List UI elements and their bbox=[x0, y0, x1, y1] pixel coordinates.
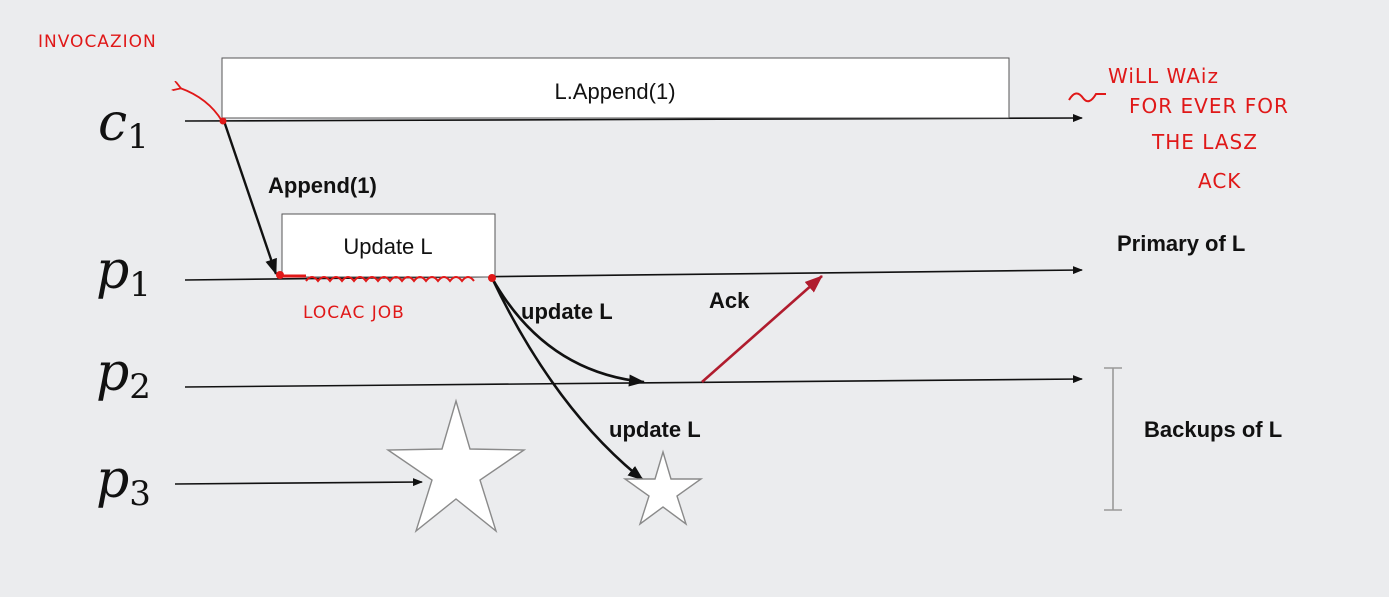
update-p2-arrow bbox=[490, 277, 645, 387]
append-label: Append(1) bbox=[268, 173, 377, 198]
svg-text:p3: p3 bbox=[96, 450, 151, 514]
wait-annotation-line1: WiLL WAiz bbox=[1108, 64, 1219, 88]
invocation-point-marker bbox=[219, 117, 227, 125]
primary-op-box bbox=[281, 213, 496, 278]
append-arrow bbox=[222, 120, 278, 275]
wait-annotation-line3: THE LASZ bbox=[1151, 130, 1258, 154]
local-job-end-marker bbox=[488, 274, 496, 282]
process-label-p2: p2 bbox=[96, 343, 151, 407]
crash-star-small-icon bbox=[622, 449, 704, 526]
svg-text:p1: p1 bbox=[96, 241, 151, 305]
svg-text:c1: c1 bbox=[98, 93, 149, 157]
invocation-pointer bbox=[180, 88, 223, 122]
timeline-p3 bbox=[174, 478, 423, 487]
crash-star-large-icon bbox=[385, 398, 527, 533]
process-label-p1: p1 bbox=[96, 241, 151, 305]
update-p3-label: update L bbox=[609, 417, 701, 442]
primary-op-label: Update L bbox=[343, 234, 432, 259]
process-label-c1: c1 bbox=[98, 93, 149, 157]
svg-text:p2: p2 bbox=[96, 343, 151, 407]
client-op-label: L.Append(1) bbox=[554, 79, 675, 104]
p3-sub: 3 bbox=[129, 474, 151, 514]
local-job-squiggle bbox=[305, 276, 475, 283]
p2-name: p bbox=[96, 343, 129, 403]
primary-role-label: Primary of L bbox=[1117, 231, 1245, 256]
update-p2-label: update L bbox=[521, 299, 613, 324]
backups-bracket bbox=[1104, 367, 1122, 511]
process-label-p3: p3 bbox=[96, 450, 151, 514]
wait-annotation-line4: ACK bbox=[1198, 169, 1241, 193]
invocation-annotation: INVOCAZION bbox=[38, 32, 157, 52]
c1-sub: 1 bbox=[127, 117, 149, 157]
p2-sub: 2 bbox=[129, 367, 151, 407]
update-p3-arrow bbox=[490, 277, 644, 482]
c1-name: c bbox=[98, 93, 127, 153]
p1-name: p bbox=[96, 241, 129, 301]
p1-sub: 1 bbox=[129, 265, 151, 305]
client-op-box bbox=[221, 57, 1010, 119]
ack-arrow bbox=[701, 275, 823, 383]
ack-label: Ack bbox=[709, 288, 750, 313]
p3-name: p bbox=[96, 450, 129, 510]
wait-pointer bbox=[1068, 92, 1106, 103]
wait-annotation-line2: FOR EVER FOR bbox=[1129, 94, 1289, 118]
timeline-p1 bbox=[184, 266, 1083, 281]
backups-role-label: Backups of L bbox=[1144, 417, 1282, 442]
local-job-annotation: LOCAC JOB bbox=[303, 303, 405, 323]
